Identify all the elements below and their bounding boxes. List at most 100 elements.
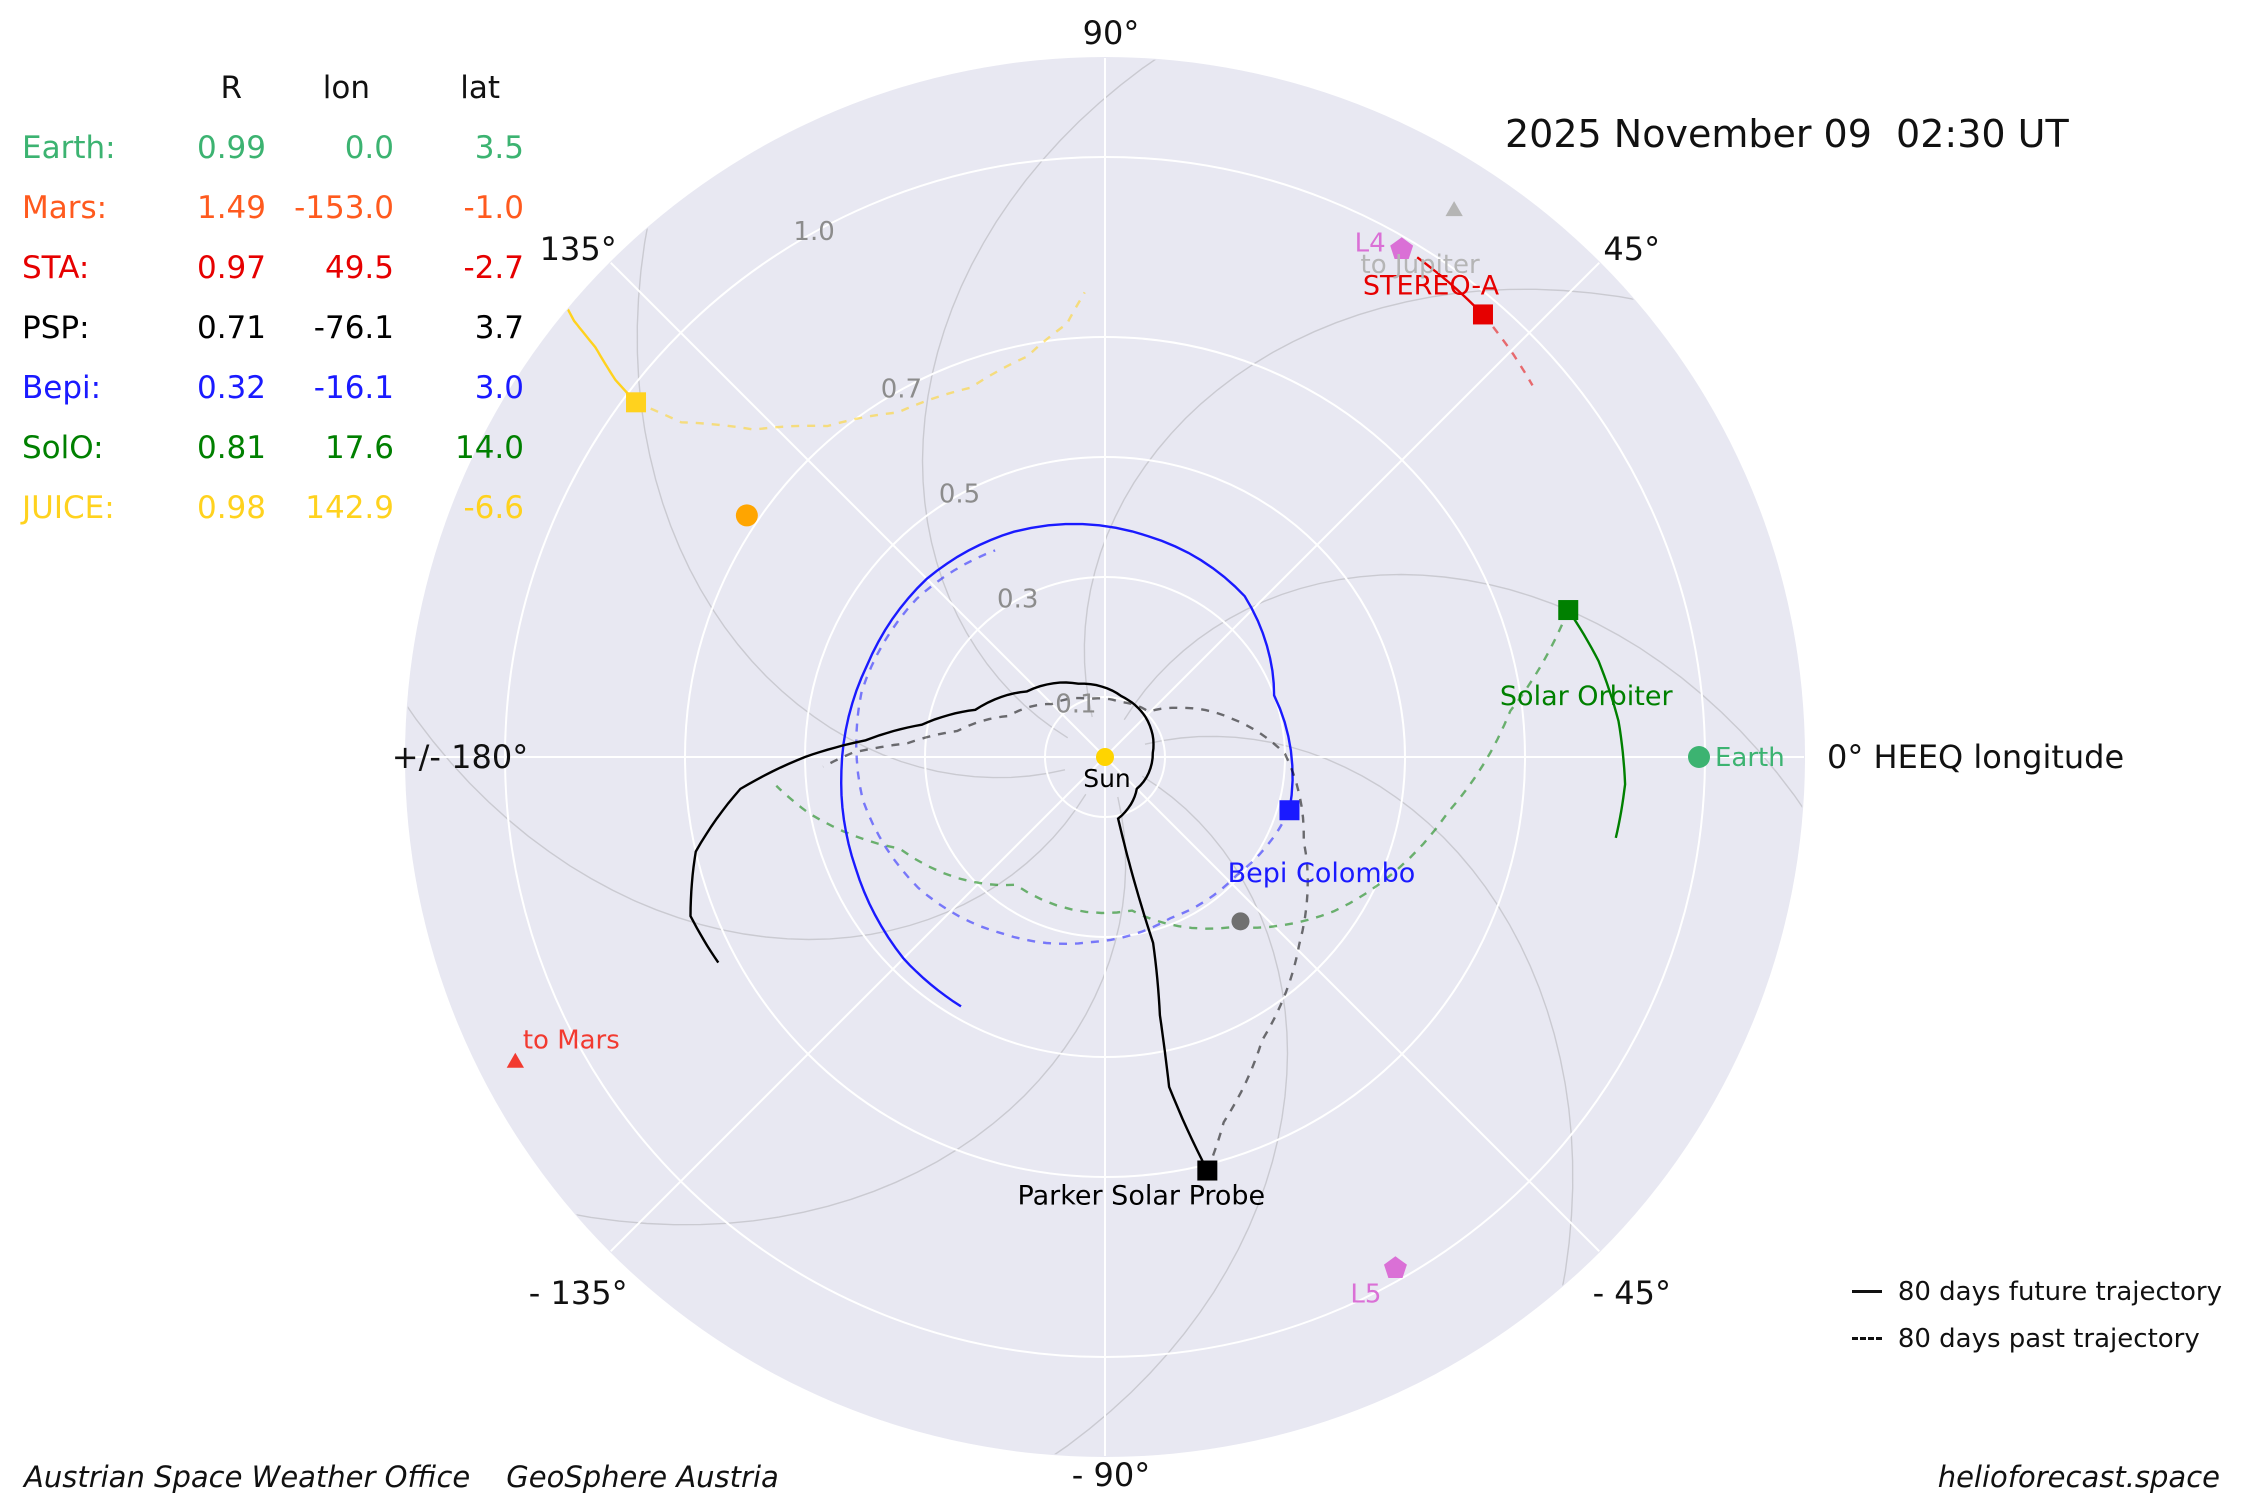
parker-solar-probe-label: Parker Solar Probe (1018, 1181, 1266, 1212)
sun-marker (1096, 748, 1114, 766)
legend-past-row: 80 days past trajectory (1851, 1315, 2222, 1362)
table-header-row: R lon lat (22, 58, 524, 118)
col-header-lat: lat (460, 70, 500, 106)
row-r: 1.49 (196, 190, 266, 226)
row-lon: -16.1 (313, 370, 394, 406)
footer-org2: GeoSphere Austria (506, 1460, 779, 1494)
footer-organisation: Austrian Space Weather Office GeoSphere A… (24, 1460, 815, 1494)
parker-spiral-line (636, 214, 1066, 779)
juice-future-trajectory (556, 288, 637, 404)
solar-orbiter-past-trajectory (775, 609, 1570, 930)
legend-future-row: 80 days future trajectory (1851, 1268, 2222, 1315)
row-lon: 0.0 (344, 130, 394, 166)
row-name: Mars: (22, 190, 108, 226)
row-lon: -76.1 (313, 310, 394, 346)
parker-spiral-line (1043, 775, 1289, 1456)
parker-spiral-line (1123, 573, 1804, 819)
bepi-future-trajectory (839, 522, 1294, 1008)
row-lon: 142.9 (305, 490, 394, 526)
l4-marker (1390, 237, 1414, 259)
row-name: JUICE: (22, 490, 115, 526)
mercury-marker (1231, 912, 1250, 931)
earth-marker (1688, 746, 1710, 768)
radial-tick-label: 0.7 (881, 375, 922, 405)
row-r: 0.97 (196, 250, 266, 286)
legend-future-label: 80 days future trajectory (1897, 1276, 2222, 1307)
table-row-earth: Earth: 0.99 0.0 3.5 (22, 118, 524, 178)
juice-marker (626, 392, 647, 413)
row-lat: -1.0 (463, 190, 525, 226)
bepi-colombo-label: Bepi Colombo (1228, 858, 1416, 889)
solar-orbiter-marker (1558, 600, 1579, 621)
bepi-past-trajectory (854, 549, 1291, 946)
row-lon: 17.6 (324, 430, 394, 466)
angle-gridline (1104, 261, 1601, 758)
parker-solar-probe-marker (1197, 1160, 1218, 1181)
stereo-a-marker (1472, 304, 1493, 325)
angle-tick-label: - 45° (1593, 1274, 1671, 1312)
row-name: Bepi: (22, 370, 102, 406)
angle-gridline (609, 756, 1106, 1253)
markers: Sun Earth STEREO-A Parker Solar Probe Bepi C… (506, 201, 1785, 1309)
table-row-psp: PSP: 0.71 -76.1 3.7 (22, 298, 524, 358)
angle-tick-label: 45° (1603, 230, 1660, 268)
row-name: PSP: (22, 310, 90, 346)
parker-spiral-line (921, 58, 1167, 739)
table-row-solo: SolO: 0.81 17.6 14.0 (22, 418, 524, 478)
table-row-juice: JUICE: 0.98 142.9 -6.6 (22, 478, 524, 538)
trajectory-legend: 80 days future trajectory 80 days past t… (1851, 1268, 2222, 1362)
jupiter-direction-label: to Jupiter (1361, 250, 1480, 280)
row-name: STA: (22, 250, 90, 286)
row-lat: 14.0 (454, 430, 524, 466)
radial-tick-label: 0.3 (997, 585, 1038, 615)
row-lon: -153.0 (294, 190, 394, 226)
angle-gridline (1104, 756, 1601, 1253)
solar-orbiter-label: Solar Orbiter (1500, 681, 1674, 712)
row-r: 0.99 (196, 130, 266, 166)
angle-tick-label: 90° (1083, 14, 1140, 52)
row-lat: 3.0 (474, 370, 524, 406)
row-name: SolO: (22, 430, 104, 466)
parker-spiral-line (562, 796, 1127, 1226)
past-line-sample (1851, 1337, 1882, 1340)
mars-direction-label: to Mars (523, 1026, 620, 1056)
row-name: Earth: (22, 130, 116, 166)
solar-orbiter-future-trajectory (1567, 609, 1627, 839)
angle-tick-label: 0° HEEQ longitude (1827, 738, 2124, 776)
datetime-title: 2025 November 09 02:30 UT (1505, 112, 2069, 156)
parker-spiral-line (406, 695, 1087, 941)
row-lat: -2.7 (463, 250, 525, 286)
sun-label: Sun (1083, 764, 1131, 793)
legend-past-label: 80 days past trajectory (1897, 1323, 2200, 1354)
radial-tick-label: 0.5 (939, 480, 980, 510)
earth-label: Earth (1715, 743, 1785, 773)
future-line-sample (1851, 1290, 1882, 1293)
angle-tick-label: - 90° (1072, 1456, 1150, 1494)
row-r: 0.98 (196, 490, 266, 526)
col-header-r: R (220, 70, 242, 106)
table-row-mars: Mars: 1.49 -153.0 -1.0 (22, 178, 524, 238)
l5-label: L5 (1350, 1279, 1381, 1309)
stereo-a-label: STEREO-A (1363, 270, 1500, 301)
footer-website: helioforecast.space (1937, 1460, 2220, 1494)
row-lon: 49.5 (324, 250, 394, 286)
footer-org1: Austrian Space Weather Office (24, 1460, 471, 1494)
parker-spiral-line (1083, 288, 1648, 718)
venus-marker (735, 504, 758, 527)
angle-gridline (609, 261, 1106, 758)
row-lat: 3.5 (474, 130, 524, 166)
psp-past-trajectory (822, 696, 1310, 1171)
l4-label: L4 (1355, 228, 1386, 258)
mars-direction-marker (506, 1052, 524, 1068)
row-r: 0.81 (196, 430, 266, 466)
position-table: R lon lat Earth: 0.99 0.0 3.5 Mars: 1.49… (22, 58, 524, 538)
col-header-lon: lon (322, 70, 370, 106)
table-row-bepi: Bepi: 0.32 -16.1 3.0 (22, 358, 524, 418)
l5-marker (1384, 1256, 1407, 1278)
row-r: 0.71 (196, 310, 266, 346)
angle-tick-label: - 135° (529, 1274, 628, 1312)
psp-future-trajectory (689, 681, 1209, 1172)
parker-spiral-line (1144, 735, 1574, 1300)
